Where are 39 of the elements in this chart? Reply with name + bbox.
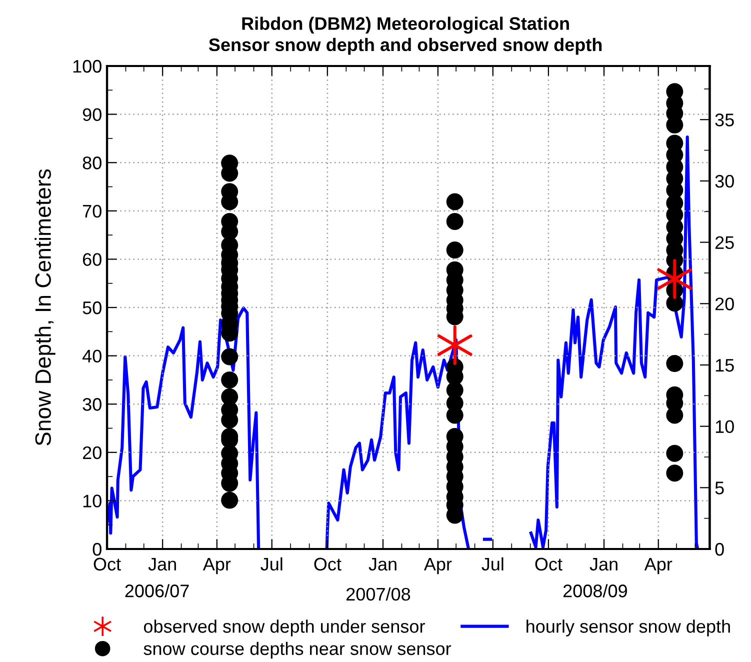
y2-tick-label: 25 [715, 236, 734, 250]
x-tick-label: Jul [260, 557, 282, 571]
x-tick-label: Jan [148, 558, 176, 571]
y2-tick-label: 30 [715, 174, 734, 188]
y-axis-title: Snow Depth, In Centimeters [34, 169, 56, 446]
x-tick-label: Oct [94, 558, 121, 571]
x-tick-label: Oct [535, 558, 562, 571]
y2-tick-label: 15 [716, 359, 734, 372]
y-tick-label: 10 [83, 494, 102, 508]
text: 2006/07 [125, 584, 189, 598]
y-tick-label: 60 [82, 253, 102, 266]
y2-tick-label: 35 [715, 114, 734, 126]
y-tick-label: 80 [82, 156, 102, 170]
x-tick-label: Oct [314, 558, 342, 571]
x-tick-label: Jan [368, 558, 396, 571]
y2-tick-label: 20 [715, 298, 734, 310]
x-tick-label: Jul [482, 557, 504, 571]
text: 2007/08 [346, 587, 410, 601]
y-tick-label: 100 [73, 60, 102, 73]
y-tick-label: 90 [82, 108, 102, 122]
text: 2008/09 [563, 584, 627, 598]
legend-label: snow course depths near snow sensor [144, 642, 452, 659]
y2-tick-label: 10 [716, 420, 734, 434]
y2-tick-label: 5 [715, 482, 724, 494]
chart-subtitle: Sensor snow depth and observed snow depth [208, 38, 602, 55]
y-tick-label: 0 [92, 542, 102, 556]
y-tick-label: 70 [83, 204, 102, 218]
x-tick-label: Apr [202, 558, 231, 574]
chart-title: Ribdon (DBM2) Meteorological Station [242, 16, 569, 34]
x-tick-label: Jan [590, 558, 618, 571]
legend-label: hourly sensor snow depth [526, 620, 730, 636]
legend-label: observed snow depth under sensor [144, 620, 425, 636]
y2-tick-label: 0 [715, 542, 724, 556]
y-tick-label: 30 [82, 398, 102, 411]
x-tick-label: Apr [644, 558, 672, 574]
y-tick-label: 20 [82, 446, 102, 460]
y-tick-label: 50 [82, 301, 102, 314]
y-tick-label: 40 [82, 350, 102, 363]
x-tick-label: Apr [424, 558, 452, 574]
